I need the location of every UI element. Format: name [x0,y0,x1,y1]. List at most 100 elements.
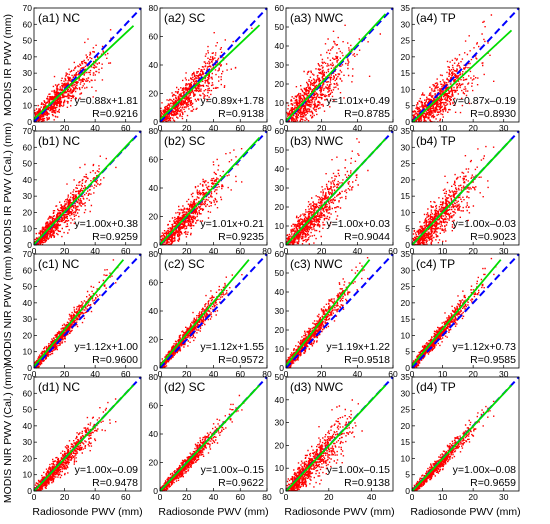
y-tick-label: 25 [401,159,411,169]
y-tick-label: 0 [405,363,410,373]
y-tick-label: 60 [275,126,285,136]
correlation-label: R=0.9622 [218,477,264,489]
scatter-points [286,138,371,245]
y-tick-label: 10 [23,224,33,234]
x-tick-label: 0 [158,123,163,133]
fit-line [160,137,261,245]
y-tick-label: 0 [153,240,158,250]
y-tick-label: 0 [279,117,284,127]
data-points [286,399,363,491]
y-tick-label: 50 [23,159,33,169]
x-tick-label: 60 [121,123,131,133]
correlation-label: R=0.9600 [92,354,138,366]
panel-label: (d4) TP [416,380,456,394]
y-tick-label: 60 [149,278,159,288]
fit-equation: y=1.00x–0.03 [453,218,517,230]
y-tick-label: 0 [405,486,410,496]
y-tick-label: 5 [405,101,410,111]
fit-line [412,138,513,245]
y-tick-label: 80 [149,249,159,259]
y-tick-label: 5 [405,347,410,357]
y-tick-label: 40 [149,429,159,439]
panel-label: (c1) NC [38,257,80,271]
y-tick-label: 10 [401,207,411,217]
x-tick-label: 60 [388,246,398,256]
x-tick-label: 40 [90,492,100,502]
x-tick-label: 0 [32,369,37,379]
fit-equation: y=1.00x–0.08 [453,464,517,476]
fit-equation: y=1.00x+0.38 [74,218,138,230]
y-tick-label: 50 [275,268,285,278]
y-tick-label: 30 [401,142,411,152]
y-tick-label: 0 [153,117,158,127]
row-axis-label: MODIS IR PWV (Cal.) (mm) [2,123,14,254]
correlation-label: R=0.8785 [344,108,390,120]
y-tick-label: 0 [405,240,410,250]
y-tick-label: 15 [401,437,411,447]
y-tick-label: 10 [401,453,411,463]
x-tick-label: 0 [158,369,163,379]
correlation-label: R=0.9138 [218,108,264,120]
x-tick-label: 10 [438,369,448,379]
y-tick-label: 50 [23,405,33,415]
fit-equation: y=1.00x–0.15 [327,464,391,476]
panel-label: (c3) NWC [290,257,343,271]
x-tick-label: 30 [499,492,509,502]
y-tick-label: 35 [401,3,411,13]
fit-line [34,384,135,491]
x-tick-label: 10 [438,492,448,502]
fit-equation: y=1.12x+0.73 [452,341,516,353]
one-to-one-line [411,253,520,369]
scatter-points [160,148,243,245]
x-tick-label: 80 [262,369,272,379]
x-tick-label: 40 [209,246,219,256]
x-axis-label: Radiosonde PWV (mm) [158,506,268,518]
x-tick-label: 0 [410,369,415,379]
y-tick-label: 0 [27,240,32,250]
y-tick-label: 70 [23,372,33,382]
panel-label: (b4) TP [416,134,456,148]
fit-equation: y=1.12x+1.00 [74,341,138,353]
x-tick-label: 40 [353,369,363,379]
correlation-label: R=0.8930 [470,108,516,120]
y-tick-label: 20 [401,298,411,308]
x-tick-label: 20 [182,123,192,133]
x-tick-label: 20 [60,492,70,502]
x-tick-label: 60 [121,246,131,256]
plot-frame [411,130,520,246]
y-tick-label: 0 [153,486,158,496]
panel-label: (a2) SC [164,11,206,25]
x-tick-label: 0 [32,492,37,502]
x-tick-label: 0 [410,123,415,133]
plot-frame [411,376,520,492]
fit-line [160,384,261,491]
scatter-points [34,29,112,122]
fit-equation: y=1.19x+1.22 [326,341,390,353]
fit-line [34,25,135,120]
fit-equation: y=0.89x+1.78 [200,95,264,107]
panel-label: (a4) TP [416,11,456,25]
panel-b1-nc: 0 20 40 60 0 10 20 30 40 50 60 70 (b1) NC y=1.00x+0.3… [23,126,142,256]
fit-equation: y=1.01x+0.21 [200,218,264,230]
y-tick-label: 30 [23,191,33,201]
y-tick-label: 60 [23,142,33,152]
row-axis-label: MODIS NIR PWV (mm) [2,256,14,366]
x-tick-label: 0 [284,123,289,133]
panel-label: (c2) SC [164,257,205,271]
panel-c4-tp: 0 10 20 30 0 5 10 15 20 25 30 35 (c4) TP y=1.12x+0.73… [401,249,520,379]
x-tick-label: 20 [468,492,478,502]
x-tick-label: 0 [158,246,163,256]
x-tick-label: 80 [262,246,272,256]
y-tick-label: 10 [275,344,285,354]
y-tick-label: 25 [401,282,411,292]
scatter-points [286,399,363,491]
fit-line [286,384,387,491]
x-tick-label: 30 [499,369,509,379]
one-to-one-line [285,253,394,369]
y-tick-label: 40 [23,421,33,431]
y-tick-label: 30 [275,183,285,193]
panel-d1-nc: 0 20 40 60 0 10 20 30 40 50 60 70 (d1) NC y=1.00x–0.0… [23,372,142,502]
